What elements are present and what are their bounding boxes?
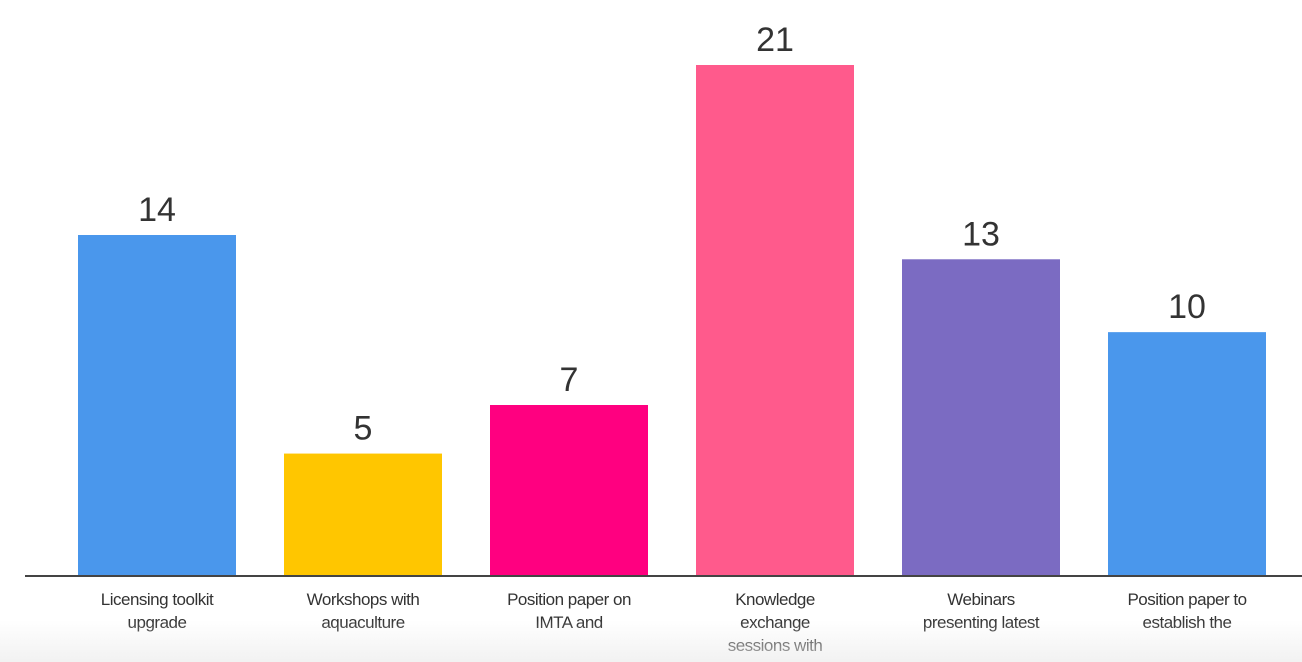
- value-label: 7: [560, 361, 579, 399]
- bar: [78, 235, 236, 575]
- value-label: 21: [756, 21, 794, 59]
- category-label: Workshops with aquaculture: [306, 590, 420, 632]
- bar: [490, 405, 648, 575]
- category-label: Position paper on IMTA and: [507, 590, 631, 632]
- category-label: Knowledge exchange sessions with: [727, 590, 823, 655]
- category-label: Webinars presenting latest: [922, 590, 1040, 632]
- bar: [284, 453, 442, 575]
- category-label: Position paper to establish the: [1127, 590, 1247, 632]
- value-label: 10: [1168, 288, 1206, 326]
- value-label: 13: [962, 215, 1000, 253]
- bar: [1108, 332, 1266, 575]
- category-label: Licensing toolkit upgrade: [100, 590, 214, 632]
- value-label: 5: [354, 410, 373, 448]
- bar: [696, 65, 854, 575]
- bar: [902, 259, 1060, 575]
- value-label: 14: [138, 191, 176, 229]
